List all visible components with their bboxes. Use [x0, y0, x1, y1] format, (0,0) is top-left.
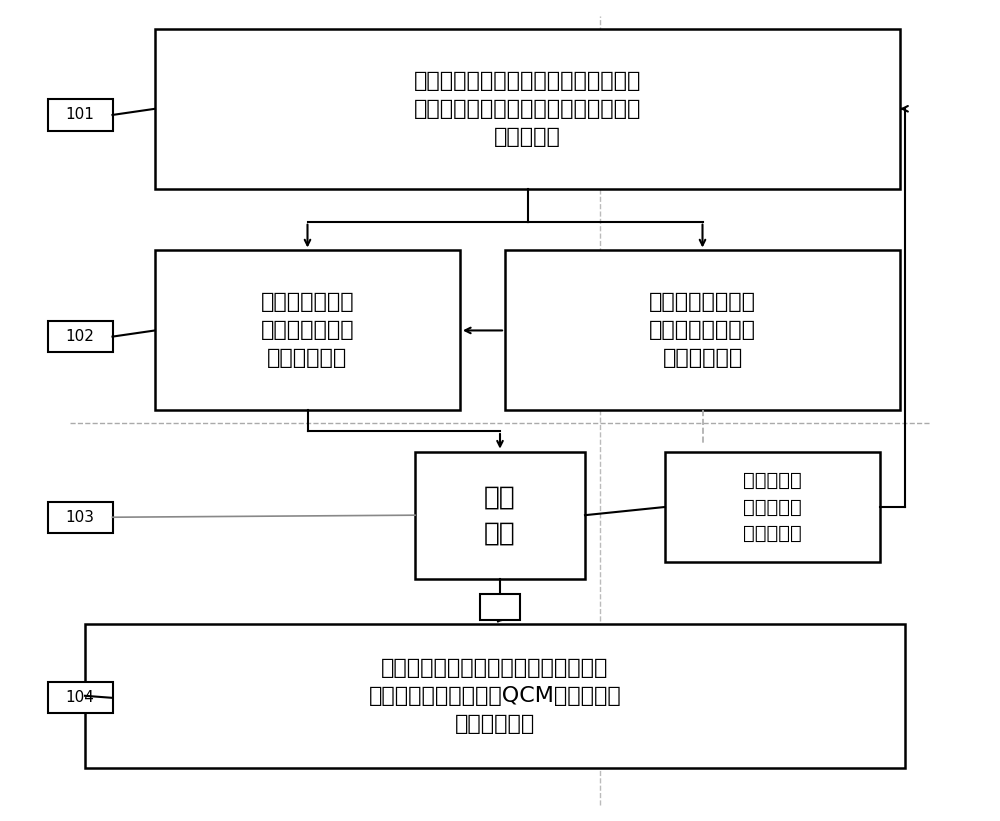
- FancyBboxPatch shape: [505, 250, 900, 410]
- Text: 否，根据需
求延长脱附
和掺混时间: 否，根据需 求延长脱附 和掺混时间: [743, 471, 802, 543]
- FancyBboxPatch shape: [155, 29, 900, 189]
- Text: 102: 102: [66, 329, 94, 344]
- FancyBboxPatch shape: [665, 452, 880, 562]
- Text: 101: 101: [66, 108, 94, 122]
- FancyBboxPatch shape: [155, 250, 460, 410]
- Text: 是: 是: [495, 598, 505, 616]
- Text: 将气体组分通入
到气相色谱分析
仪中进行检测: 将气体组分通入 到气相色谱分析 仪中进行检测: [261, 292, 354, 369]
- Text: 将气体组分通入到
掺混装置中进行所
需组分的添加: 将气体组分通入到 掺混装置中进行所 需组分的添加: [649, 292, 756, 369]
- FancyBboxPatch shape: [48, 321, 112, 352]
- FancyBboxPatch shape: [415, 452, 585, 579]
- FancyBboxPatch shape: [480, 594, 520, 620]
- Text: 103: 103: [66, 510, 94, 525]
- FancyBboxPatch shape: [48, 502, 112, 533]
- Text: 是否
合格: 是否 合格: [484, 484, 516, 546]
- FancyBboxPatch shape: [48, 682, 112, 713]
- Text: 高纯气罐向压力和组分调节装置输入带
压高纯气体，在脱附装置中进行不需要
组分的脱附: 高纯气罐向压力和组分调节装置输入带 压高纯气体，在脱附装置中进行不需要 组分的脱…: [414, 71, 641, 147]
- Text: 检测合格后打开电磁流量计，将配置好
的带压气流输入到放有QCM装置且低温
隔热的腔体中: 检测合格后打开电磁流量计，将配置好 的带压气流输入到放有QCM装置且低温 隔热的…: [369, 658, 621, 734]
- Text: 104: 104: [66, 690, 94, 705]
- FancyBboxPatch shape: [85, 624, 905, 768]
- FancyBboxPatch shape: [48, 99, 112, 131]
